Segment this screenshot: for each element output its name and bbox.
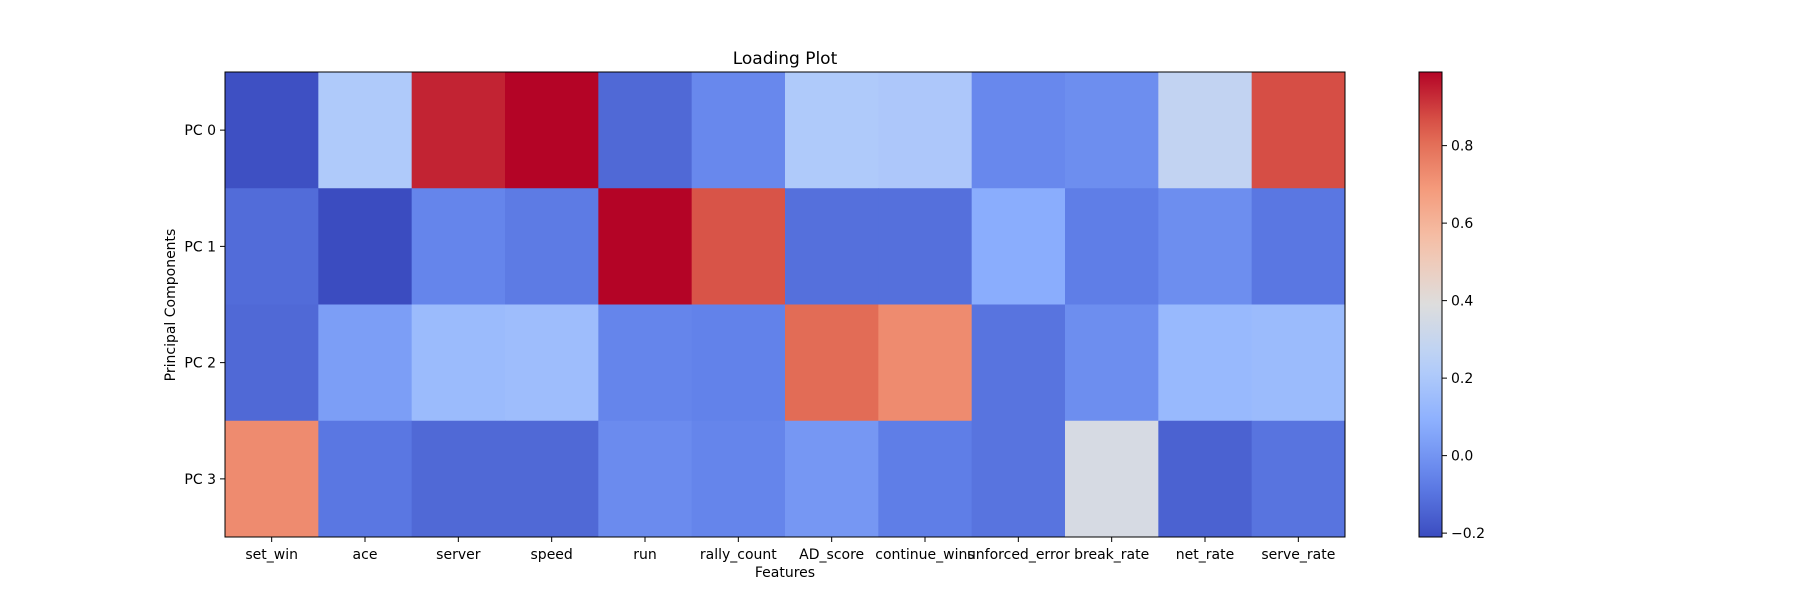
y-axis-ticks: PC 0 PC 1 PC 2 PC 3 <box>184 123 225 488</box>
colorbar-tick-label: −0.2 <box>1451 526 1485 542</box>
heatmap-cell <box>1065 304 1159 422</box>
heatmap-cell <box>318 304 413 422</box>
heatmap-cell <box>225 304 319 422</box>
x-tick-label: server <box>436 547 481 563</box>
heatmap-cell <box>505 72 599 189</box>
colorbar-tick-label: 0.2 <box>1451 371 1473 387</box>
y-tick-label: PC 3 <box>184 472 216 488</box>
heatmap-cells <box>225 72 1346 538</box>
heatmap-cell <box>505 188 599 305</box>
heatmap-cell <box>785 72 879 189</box>
x-tick-label: ace <box>353 547 378 563</box>
heatmap-cell <box>878 188 973 305</box>
heatmap-cell <box>971 188 1066 305</box>
heatmap-cell <box>318 72 413 189</box>
chart-title: Loading Plot <box>733 49 838 69</box>
heatmap-cell <box>1158 304 1253 422</box>
heatmap-cell <box>1158 420 1253 538</box>
heatmap-cell <box>691 420 786 538</box>
x-tick-label: serve_rate <box>1261 547 1335 563</box>
heatmap-cell <box>691 304 786 422</box>
heatmap-cell <box>318 420 413 538</box>
heatmap-cell <box>878 304 973 422</box>
plot-frame <box>224 71 1346 538</box>
y-axis-label: Principal Components <box>163 229 179 382</box>
heatmap-cell <box>691 72 786 189</box>
x-axis-ticks: set_win ace server speed run rally_count AD_sc… <box>245 537 1335 563</box>
heatmap-cell <box>225 188 319 305</box>
colorbar-ticks: −0.2 0.0 0.2 0.4 0.6 0.8 <box>1442 139 1485 542</box>
colorbar <box>1418 71 1443 538</box>
heatmap-cell <box>878 420 973 538</box>
heatmap-cell <box>598 72 693 189</box>
y-tick-label: PC 0 <box>184 123 216 139</box>
heatmap-cell <box>971 304 1066 422</box>
heatmap-cell <box>225 420 319 538</box>
x-tick-label: continue_wins <box>875 547 974 563</box>
heatmap-cell <box>1251 72 1346 189</box>
heatmap-cell <box>971 420 1066 538</box>
heatmap-cell <box>1065 72 1159 189</box>
x-tick-label: net_rate <box>1176 547 1234 563</box>
heatmap-cell <box>1251 420 1346 538</box>
heatmap-cell <box>318 188 413 305</box>
heatmap-cell <box>598 304 693 422</box>
heatmap-cell <box>411 72 506 189</box>
heatmap-cell <box>411 188 506 305</box>
heatmap-cell <box>785 304 879 422</box>
heatmap-cell <box>1158 72 1253 189</box>
x-tick-label: rally_count <box>700 547 777 563</box>
colorbar-tick-label: 0.4 <box>1451 294 1473 310</box>
heatmap-cell <box>1158 188 1253 305</box>
heatmap-cell <box>691 188 786 305</box>
x-tick-label: speed <box>531 547 573 563</box>
heatmap-cell <box>785 420 879 538</box>
heatmap-cell <box>505 420 599 538</box>
x-tick-label: break_rate <box>1074 547 1149 563</box>
heatmap-cell <box>225 72 319 189</box>
x-tick-label: unforced_error <box>967 547 1070 563</box>
colorbar-tick-label: 0.0 <box>1451 449 1473 465</box>
x-axis-label: Features <box>755 565 815 581</box>
heatmap-cell <box>598 420 693 538</box>
y-tick-label: PC 2 <box>184 356 216 372</box>
heatmap-cell <box>1065 420 1159 538</box>
x-tick-label: run <box>633 547 657 563</box>
x-tick-label: set_win <box>245 547 298 563</box>
heatmap-cell <box>505 304 599 422</box>
heatmap-cell <box>411 420 506 538</box>
heatmap-cell <box>878 72 973 189</box>
heatmap-cell <box>411 304 506 422</box>
colorbar-tick-label: 0.8 <box>1451 139 1473 155</box>
heatmap-cell <box>1065 188 1159 305</box>
y-tick-label: PC 1 <box>184 239 216 255</box>
heatmap-cell <box>598 188 693 305</box>
heatmap-cell <box>1251 188 1346 305</box>
heatmap-cell <box>785 188 879 305</box>
heatmap-cell <box>1251 304 1346 422</box>
colorbar-tick-label: 0.6 <box>1451 216 1473 232</box>
x-tick-label: AD_score <box>799 547 864 563</box>
heatmap-cell <box>971 72 1066 189</box>
